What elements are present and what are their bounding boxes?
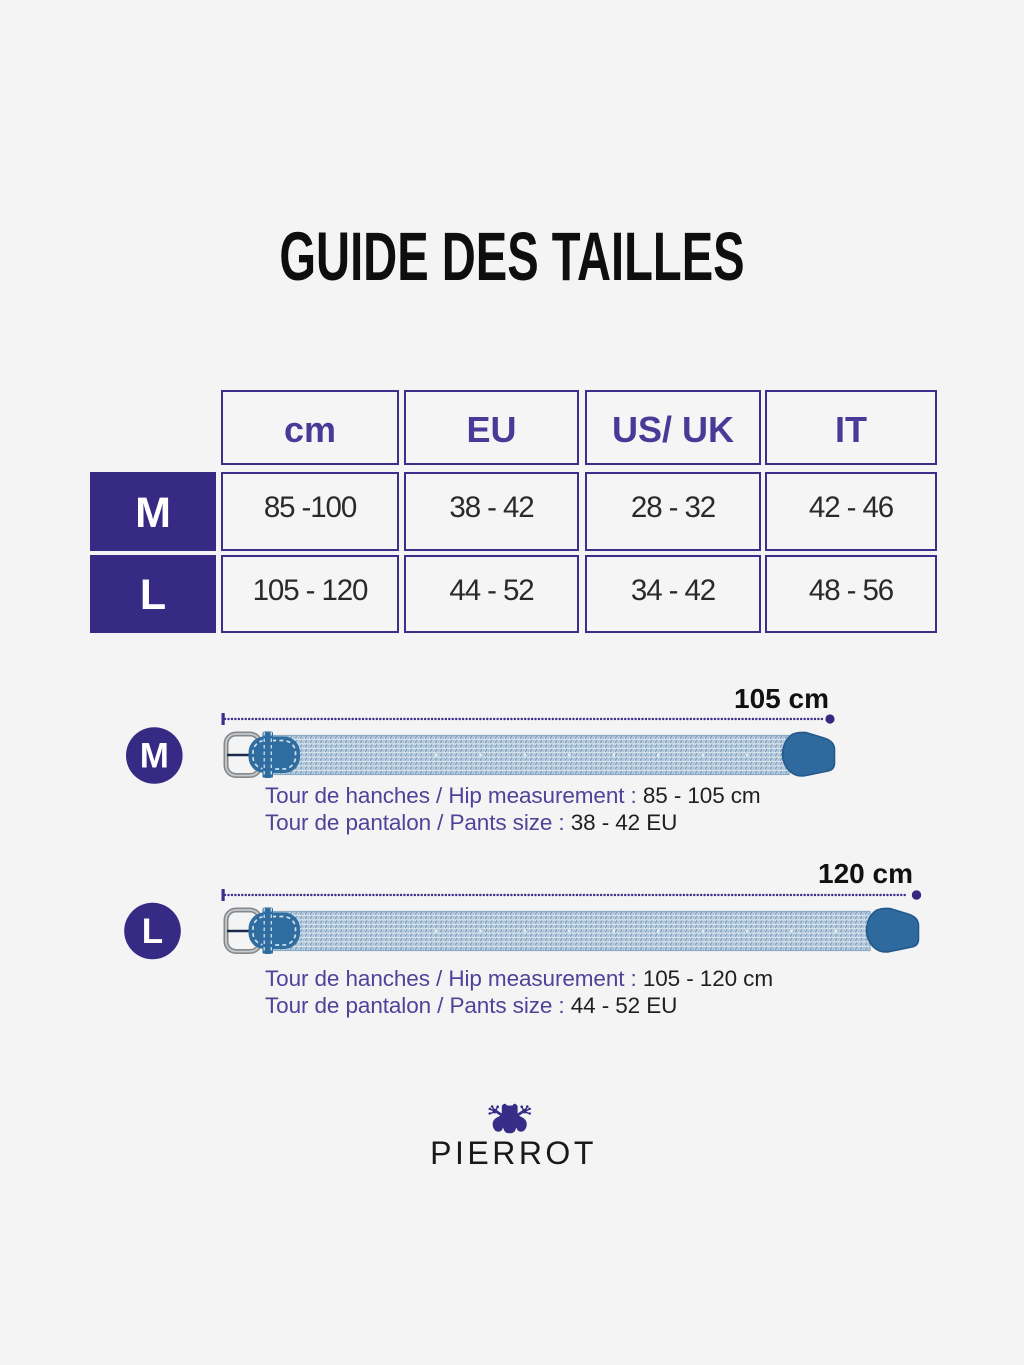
svg-text:L: L — [142, 912, 163, 951]
svg-text:M: M — [140, 736, 169, 775]
